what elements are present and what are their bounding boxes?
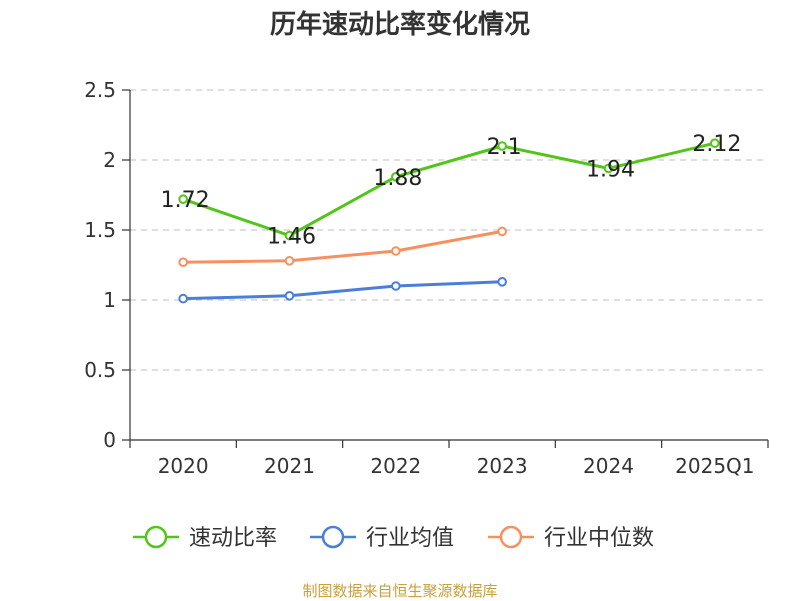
y-tick-label: 0.5	[84, 358, 116, 382]
y-tick-label: 1.5	[84, 218, 116, 242]
x-tick-label: 2021	[264, 454, 315, 478]
x-tick-label: 2022	[370, 454, 421, 478]
data-label: 2.1	[487, 135, 522, 160]
data-point[interactable]	[497, 141, 507, 151]
data-label: 1.46	[267, 225, 316, 250]
legend-item-2[interactable]: 行业均值	[310, 525, 454, 551]
data-point[interactable]	[284, 256, 295, 266]
data-point[interactable]	[391, 281, 401, 291]
x-tick-label: 2023	[477, 454, 528, 478]
legend-marker	[499, 525, 523, 549]
data-point[interactable]	[603, 163, 614, 174]
legend-marker	[144, 525, 168, 549]
data-point[interactable]	[391, 172, 401, 182]
series-layer	[178, 138, 720, 304]
legend-marker	[321, 525, 345, 549]
axis-layer: 0 0.5 1 1.5 2 2.5 2020 2021 2022 2023 2024 2025Q1	[84, 78, 769, 478]
data-label: 1.72	[161, 188, 210, 213]
series-line-1	[182, 141, 716, 238]
chart-title: 历年速动比率变化情况	[269, 10, 530, 40]
data-point[interactable]	[497, 277, 507, 287]
data-point[interactable]	[710, 138, 720, 148]
data-point[interactable]	[178, 293, 188, 304]
legend-item-1[interactable]: 速动比率	[133, 525, 277, 551]
x-tick-label: 2020	[158, 454, 209, 478]
data-label: 2.12	[692, 132, 741, 157]
x-tick-label: 2024	[583, 454, 634, 478]
data-label: 1.88	[373, 166, 422, 191]
data-point[interactable]	[391, 246, 401, 256]
data-point[interactable]	[497, 226, 507, 237]
grid-layer	[130, 89, 768, 371]
label-layer: 1.72 1.46 1.88 2.1 1.94 2.12	[161, 132, 742, 249]
source-note: 制图数据来自恒生聚源数据库	[302, 582, 498, 600]
x-tick-label: 2025Q1	[675, 454, 754, 478]
data-point[interactable]	[284, 291, 295, 301]
y-tick-label: 1	[103, 288, 116, 312]
legend-label: 行业中位数	[544, 526, 654, 551]
data-point[interactable]	[284, 230, 295, 241]
series-line-2	[183, 280, 503, 301]
data-label: 1.94	[586, 157, 635, 182]
data-point[interactable]	[178, 257, 188, 268]
legend-label: 速动比率	[189, 526, 277, 551]
legend: 速动比率 行业均值 行业中位数	[133, 525, 654, 551]
legend-item-3[interactable]: 行业中位数	[488, 525, 654, 551]
data-point[interactable]	[178, 194, 188, 204]
series-line-3	[183, 229, 503, 264]
y-tick-label: 0	[103, 428, 116, 452]
legend-label: 行业均值	[366, 526, 454, 551]
y-tick-label: 2	[103, 148, 116, 172]
y-tick-label: 2.5	[84, 78, 116, 102]
